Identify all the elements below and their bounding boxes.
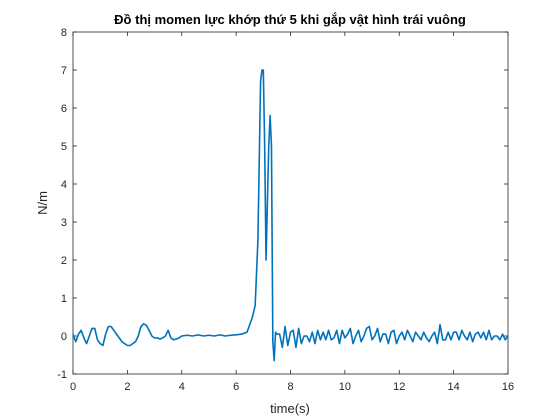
y-tick-label: 7 (61, 65, 67, 77)
y-tick-label: 6 (61, 103, 67, 115)
x-tick-label: 8 (287, 381, 293, 393)
x-axis-label: time(s) (270, 401, 310, 416)
y-tick-label: 1 (61, 293, 67, 305)
x-tick-label: 12 (393, 381, 405, 393)
y-tick-label: -1 (57, 369, 67, 381)
x-tick-label: 4 (179, 381, 185, 393)
series-line (72, 69, 509, 362)
chart-title: Đồ thị momen lực khớp thứ 5 khi gắp vật … (114, 12, 466, 27)
x-tick-label: 10 (339, 381, 351, 393)
plot-area (72, 31, 509, 375)
x-tick-label: 0 (70, 381, 76, 393)
y-axis-label: N/m (35, 191, 50, 215)
y-tick-label: 5 (61, 141, 67, 153)
y-tick-label: 8 (61, 27, 67, 39)
x-tick-label: 6 (233, 381, 239, 393)
x-tick-label: 14 (448, 381, 460, 393)
y-tick-label: 3 (61, 217, 67, 229)
x-tick-label: 16 (502, 381, 514, 393)
series-group (72, 69, 509, 362)
y-tick-label: 0 (61, 331, 67, 343)
y-tick-label: 2 (61, 255, 67, 267)
y-tick-label: 4 (61, 179, 67, 191)
x-tick-label: 2 (124, 381, 130, 393)
